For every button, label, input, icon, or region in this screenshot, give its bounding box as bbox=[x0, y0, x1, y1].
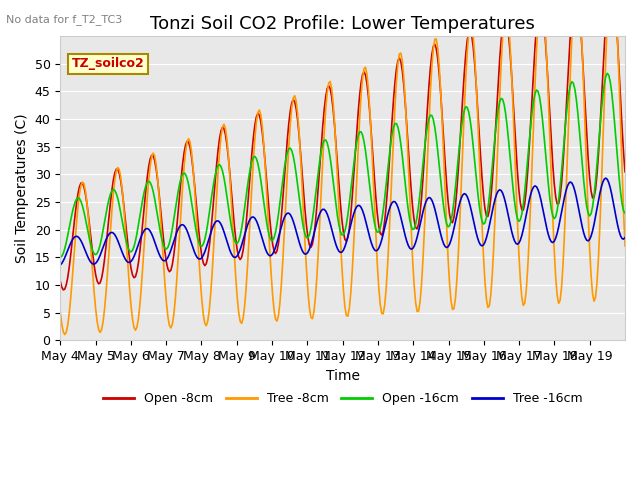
Y-axis label: Soil Temperatures (C): Soil Temperatures (C) bbox=[15, 113, 29, 263]
Title: Tonzi Soil CO2 Profile: Lower Temperatures: Tonzi Soil CO2 Profile: Lower Temperatur… bbox=[150, 15, 535, 33]
Legend: Open -8cm, Tree -8cm, Open -16cm, Tree -16cm: Open -8cm, Tree -8cm, Open -16cm, Tree -… bbox=[98, 387, 588, 410]
Text: No data for f_T2_TC3: No data for f_T2_TC3 bbox=[6, 14, 123, 25]
Text: TZ_soilco2: TZ_soilco2 bbox=[72, 57, 145, 70]
X-axis label: Time: Time bbox=[326, 369, 360, 383]
